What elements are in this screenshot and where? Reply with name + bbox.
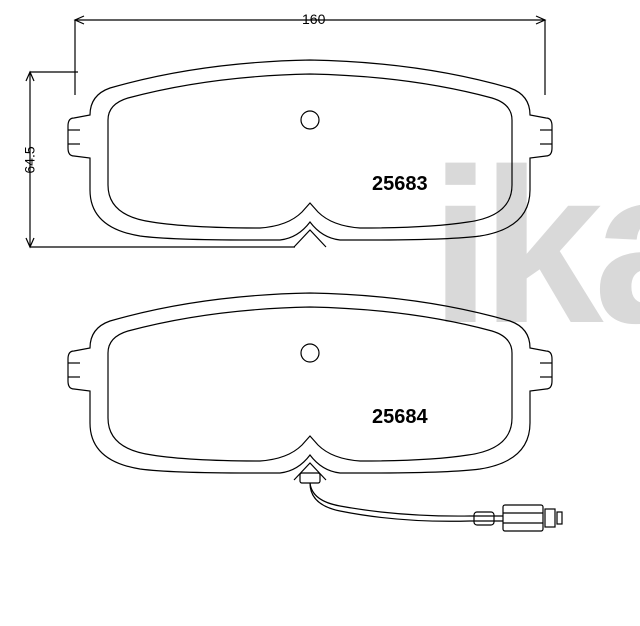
- diagram-svg: [0, 0, 640, 626]
- drawing-canvas: [0, 0, 640, 626]
